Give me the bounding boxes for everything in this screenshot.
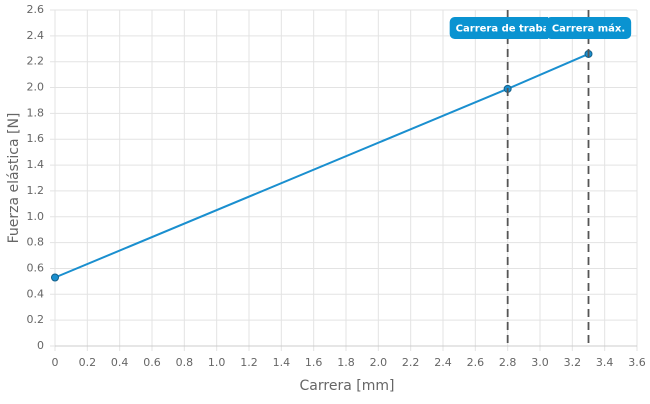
- x-tick-label: 2.0: [370, 356, 388, 369]
- x-tick-label: 2.2: [402, 356, 420, 369]
- x-tick-label: 0.2: [79, 356, 97, 369]
- x-tick-label: 3.0: [531, 356, 549, 369]
- y-tick-label: 1.8: [27, 106, 45, 119]
- y-tick-label: 0.2: [27, 313, 45, 326]
- annotation-box: [449, 17, 548, 39]
- annotation-label: Carrera máx.: [545, 17, 632, 39]
- y-axis-label: Fuerza elástica [N]: [6, 113, 22, 244]
- annotation-label: Carrera de trabajo: [449, 17, 560, 39]
- x-tick-label: 2.8: [499, 356, 517, 369]
- x-axis-label: Carrera [mm]: [300, 378, 395, 394]
- x-tick-label: 1.2: [240, 356, 258, 369]
- x-tick-label: 3.4: [596, 356, 614, 369]
- x-tick-label: 1.4: [273, 356, 291, 369]
- x-tick-label: 3.2: [564, 356, 582, 369]
- x-tick-label: 2.4: [434, 356, 452, 369]
- y-tick-label: 1.4: [27, 158, 45, 171]
- x-tick-label: 0.6: [143, 356, 161, 369]
- y-tick-label: 0: [37, 339, 44, 352]
- y-tick-label: 2.4: [27, 29, 45, 42]
- y-tick-label: 1.0: [27, 210, 45, 223]
- x-tick-label: 2.6: [467, 356, 485, 369]
- x-tick-label: 0.4: [111, 356, 129, 369]
- x-tick-label: 3.6: [628, 356, 646, 369]
- x-tick-label: 1.0: [208, 356, 226, 369]
- annotation-text: Carrera de trabajo: [456, 24, 560, 35]
- y-tick-label: 2.2: [27, 55, 45, 68]
- x-tick-label: 1.6: [305, 356, 323, 369]
- y-tick-label: 0.8: [27, 236, 45, 249]
- annotation-box: [545, 17, 632, 39]
- x-tick-label: 0.8: [176, 356, 194, 369]
- annotation-text: Carrera máx.: [552, 23, 625, 35]
- point: [51, 273, 59, 282]
- x-tick-label: 0: [52, 356, 59, 369]
- y-tick-label: 2.6: [27, 3, 45, 16]
- y-tick-label: 1.6: [27, 132, 45, 145]
- y-tick-label: 0.4: [27, 287, 45, 300]
- y-tick-label: 2.0: [27, 81, 45, 94]
- y-tick-label: 0.6: [27, 261, 45, 274]
- y-tick-label: 1.2: [27, 184, 45, 197]
- x-tick-label: 1.8: [337, 356, 355, 369]
